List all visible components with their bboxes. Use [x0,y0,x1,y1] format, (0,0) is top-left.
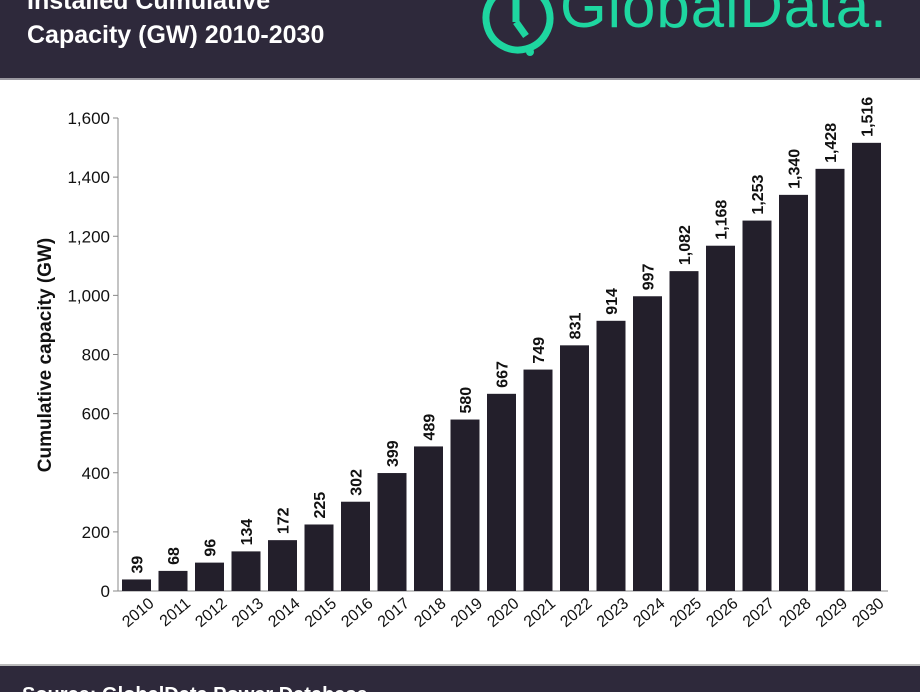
data-label-2014: 172 [276,507,293,534]
bar-2023 [596,320,626,591]
data-label-2019: 580 [458,387,475,414]
x-tick-label-2011: 2011 [157,595,194,630]
data-label-2015: 225 [312,492,329,519]
x-tick-label-2018: 2018 [411,595,449,631]
bar-2020 [487,393,516,591]
x-tick-label-2012: 2012 [192,595,230,631]
x-tick-label-2017: 2017 [375,595,413,631]
bar-2011 [158,570,188,591]
bar-chart: Cumulative capacity (GW) 0 200 400 600 800 1,… [35,97,888,631]
x-tick-label-2021: 2021 [521,595,559,631]
x-tick-label-2020: 2020 [484,595,522,631]
data-label-2016: 302 [349,469,366,496]
bar-2022 [560,345,589,591]
bar-2029 [815,168,845,591]
y-tick-label: 1,200 [67,227,110,246]
y-tick-label: 800 [82,346,110,365]
bar-2025 [669,271,699,591]
globaldata-logo-text: GlobalData. [560,0,888,40]
bar-2030 [852,142,881,591]
bar-2019 [450,419,480,591]
title-line-1: Installed Cumulative [27,0,271,15]
x-tick-label-2024: 2024 [630,595,668,631]
y-tick-label: 1,600 [67,109,110,128]
bar-2012 [195,562,224,591]
footer-banner: Source: GlobalData Power Database [0,664,920,692]
source-note: Source: GlobalData Power Database [22,684,368,692]
bar-2021 [523,369,553,591]
x-tick-label-2016: 2016 [338,595,376,631]
y-axis-label: Cumulative capacity (GW) [35,238,56,472]
x-tick-label-2025: 2025 [667,595,705,631]
x-tick-label-2027: 2027 [740,595,778,631]
data-label-2025: 1,082 [677,225,694,265]
data-label-2023: 914 [604,288,621,315]
data-label-2017: 399 [385,440,402,467]
data-label-2027: 1,253 [750,174,767,214]
bars: 39 2010 68 2011 96 2012 134 2013 172 2014 225 2015 3… [119,97,887,631]
globaldata-logo-icon [482,0,554,56]
y-tick-label: 200 [82,523,110,542]
bar-2013 [231,551,261,591]
bar-2017 [377,473,407,591]
data-label-2018: 489 [422,414,439,441]
bar-2027 [742,220,772,591]
y-tick-label: 1,400 [67,168,110,187]
bar-2024 [633,296,662,591]
bar-2026 [706,245,735,591]
bar-2028 [779,194,808,592]
x-tick-label-2028: 2028 [776,595,814,631]
bar-2010 [122,579,151,591]
data-label-2029: 1,428 [823,123,840,163]
x-tick-label-2015: 2015 [302,595,340,631]
data-label-2022: 831 [568,313,585,340]
bar-2015 [304,524,334,591]
x-tick-label-2026: 2026 [703,595,741,631]
x-tick-label-2014: 2014 [265,595,303,631]
data-label-2030: 1,516 [860,97,877,137]
data-label-2013: 134 [239,519,256,546]
x-tick-label-2010: 2010 [119,595,157,631]
data-label-2010: 39 [130,556,147,574]
data-label-2028: 1,340 [787,149,804,189]
bar-2014 [268,540,297,591]
y-tick-label: 0 [101,582,110,601]
y-tick-label: 1,000 [67,286,110,305]
data-label-2024: 997 [641,263,658,290]
chart-title: Installed Cumulative Capacity (GW) 2010-… [27,0,324,52]
y-tick-label: 400 [82,464,110,483]
title-line-2: Capacity (GW) 2010-2030 [27,21,325,49]
data-label-2021: 749 [531,337,548,364]
x-tick-label-2013: 2013 [229,595,267,631]
x-tick-label-2023: 2023 [594,595,632,631]
header-banner: Installed Cumulative Capacity (GW) 2010-… [0,0,920,80]
bar-2018 [414,446,443,591]
data-label-2026: 1,168 [714,200,731,240]
x-tick-label-2030: 2030 [849,595,887,631]
data-label-2011: 68 [166,547,183,565]
x-tick-label-2019: 2019 [448,595,486,631]
y-tick-label: 600 [82,405,110,424]
bar-2016 [341,501,370,591]
x-tick-label-2029: 2029 [813,595,851,631]
x-tick-label-2022: 2022 [557,595,595,631]
data-label-2012: 96 [203,539,220,557]
data-label-2020: 667 [495,361,512,388]
